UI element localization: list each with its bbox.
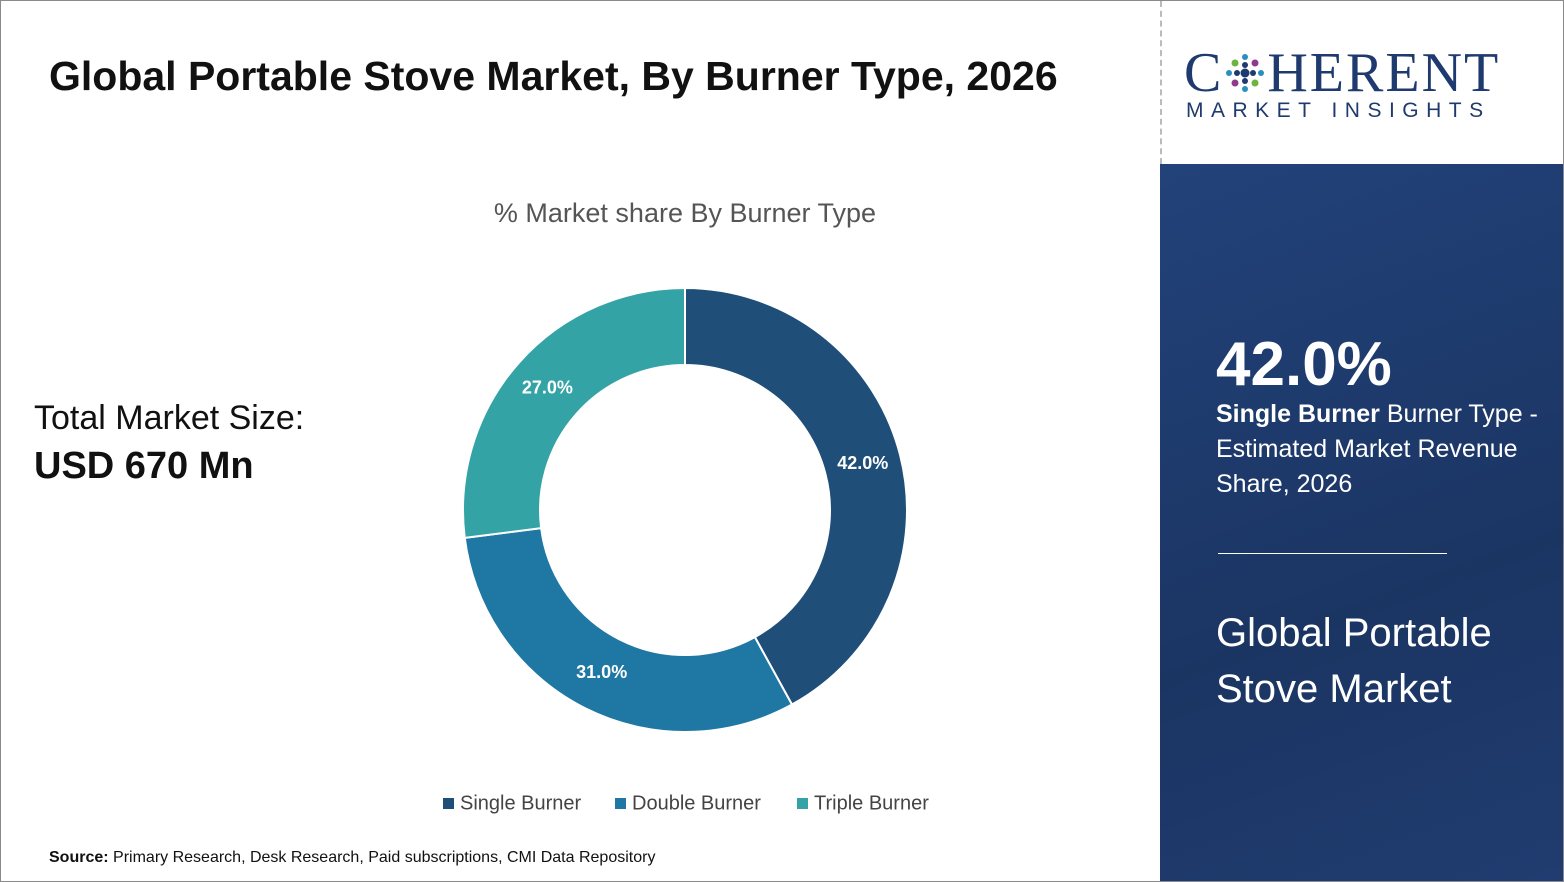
data-label: 42.0% [837,453,888,473]
source: Source: Primary Research, Desk Research,… [49,849,655,867]
legend-label: Double Burner [632,792,761,814]
panel-market: Global Portable Stove Market [1216,611,1492,711]
legend-swatch [615,798,626,809]
legend-swatch [443,798,454,809]
page-title: Global Portable Stove Market, By Burner … [49,53,1058,99]
donut-slice [462,286,686,539]
logo-tagline: MARKET INSIGHTS [1186,99,1491,122]
logo-globe [1226,54,1265,92]
logo-start: C [1184,42,1224,104]
chart-title: % Market share By Burner Type [494,198,876,228]
divider [1160,1,1162,164]
source-text: Primary Research, Desk Research, Paid su… [113,849,656,866]
highlight-text: Single Burner Burner Type - Estimated Ma… [1216,397,1546,502]
data-label: 31.0% [576,662,627,682]
data-label: 27.0% [522,377,573,397]
highlight-segment: Single Burner [1216,400,1380,428]
source-label: Source: [49,849,109,866]
legend-label: Triple Burner [814,792,929,814]
highlight-value: 42.0% [1216,330,1392,399]
panel-rule [1218,553,1447,554]
market-size-label: Total Market Size: [34,399,305,437]
logo: C HERENT [1184,41,1500,105]
donut-slice [463,527,794,733]
market-size-value: USD 670 Mn [34,445,254,487]
side-panel [1160,164,1563,881]
chart: % Market share By Burner Type 42.0% 31.0%… [443,198,929,814]
legend-label: Single Burner [460,792,582,814]
donut-slice [684,286,908,706]
highlight-description: Burner Type - Estimated Market Revenue S… [1216,400,1538,498]
legend-swatch [797,798,808,809]
logo-end: HERENT [1267,42,1501,104]
